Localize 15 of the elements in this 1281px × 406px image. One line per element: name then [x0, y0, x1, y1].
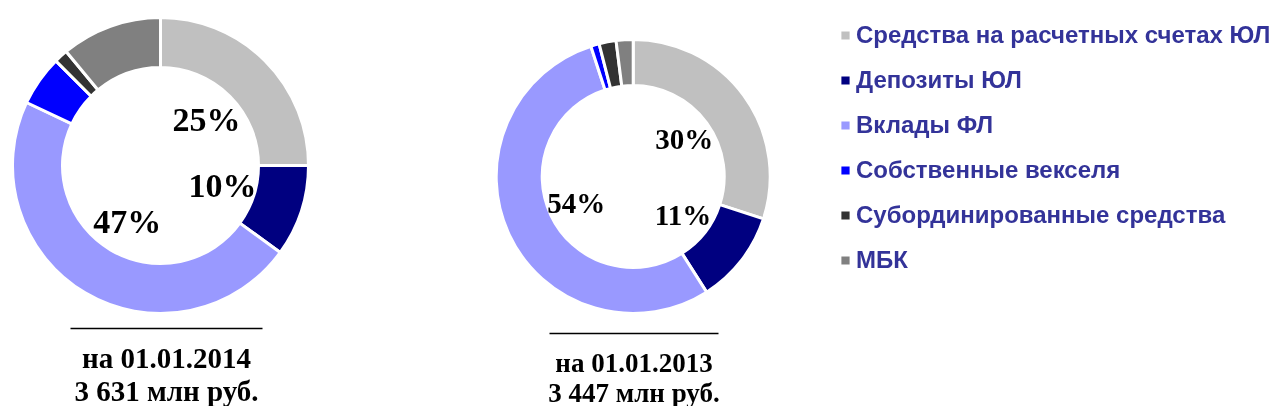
data-label: 25% [172, 100, 241, 138]
data-label: 30% [655, 123, 714, 156]
data-label: 54% [547, 187, 606, 220]
legend-label: Вклады ФЛ [856, 111, 994, 139]
legend-label: Субординированные средства [856, 201, 1226, 229]
legend-label: Депозиты ЮЛ [856, 66, 1022, 94]
text: 3 631 млн руб. [74, 374, 259, 406]
data-label: 47% [93, 203, 162, 241]
text: на 01.01.2013 [555, 347, 713, 378]
legend-label: Собственные векселя [856, 156, 1121, 184]
data-label: 10% [188, 167, 257, 205]
data-label: 11% [654, 199, 712, 232]
text: на 01.01.2014 [82, 341, 251, 374]
legend-label: Средства на расчетных счетах ЮЛ [856, 21, 1271, 49]
legend-label: МБК [856, 246, 908, 274]
